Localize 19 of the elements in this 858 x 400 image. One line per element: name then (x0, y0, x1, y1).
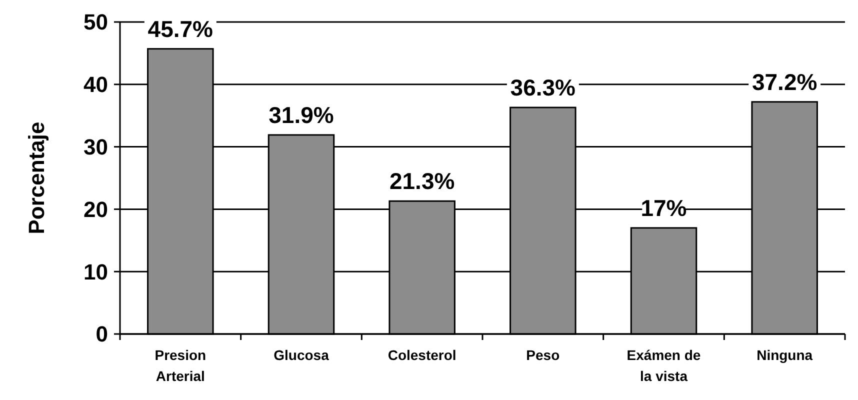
y-tick-label: 30 (84, 134, 108, 160)
x-tick-label: Presion Arterial (154, 347, 206, 384)
data-label: 37.2% (752, 68, 818, 95)
x-tick-label: Ninguna (756, 347, 813, 363)
x-tick-label: Peso (526, 347, 560, 363)
data-label: 17% (640, 194, 687, 221)
y-tick-label: 20 (84, 196, 108, 222)
data-label: 36.3% (510, 74, 576, 100)
y-tick-label: 0 (96, 322, 108, 347)
data-label: 21.3% (389, 168, 455, 194)
x-tick-label: Glucosa (274, 347, 330, 363)
y-axis-title: Porcentaje (24, 122, 49, 234)
x-tick-label: Exámen de la vista (626, 347, 701, 384)
data-label: 31.9% (268, 102, 334, 128)
data-label: 45.7% (148, 16, 214, 42)
y-tick-label: 10 (84, 259, 108, 284)
y-tick-label: 40 (84, 72, 108, 98)
y-tick-label: 50 (84, 10, 108, 35)
x-tick-label: Colesterol (388, 347, 456, 363)
